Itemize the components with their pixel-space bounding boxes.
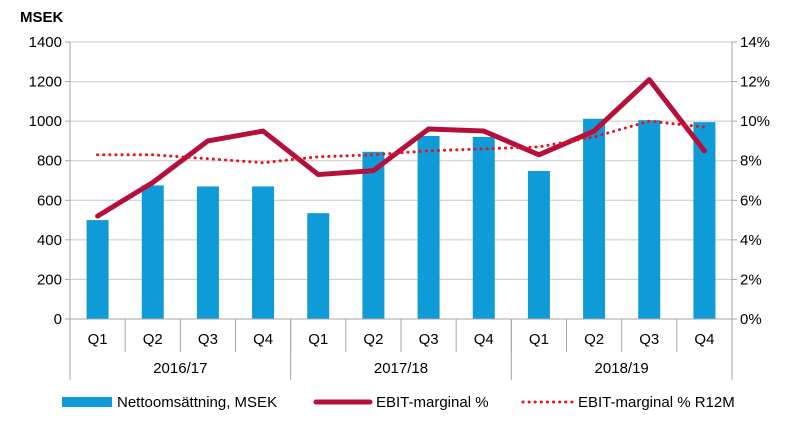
y-left-tick-label: 400	[37, 232, 62, 249]
x-tick-label: Q4	[694, 331, 714, 348]
x-tick-label: Q4	[253, 331, 273, 348]
bar-nettoomsattning	[252, 186, 275, 319]
x-group-label: 2016/17	[153, 360, 207, 377]
x-tick-label: Q1	[88, 331, 108, 348]
legend-label-bars: Nettoomsättning, MSEK	[117, 394, 277, 411]
y-right-tick-label: 14%	[740, 34, 770, 51]
bar-nettoomsattning	[417, 135, 440, 319]
x-tick-label: Q2	[584, 331, 604, 348]
bar-nettoomsattning	[583, 118, 606, 319]
y-left-tick-label: 800	[37, 153, 62, 170]
x-tick-label: Q1	[308, 331, 328, 348]
y-right-tick-label: 8%	[740, 153, 762, 170]
bar-nettoomsattning	[362, 151, 385, 319]
y-left-tick-label: 1200	[29, 74, 62, 91]
y-right-tick-label: 2%	[740, 271, 762, 288]
y-right-tick-label: 12%	[740, 74, 770, 91]
x-tick-label: Q4	[474, 331, 494, 348]
bar-nettoomsattning	[693, 122, 716, 319]
line-ebit-marginal	[95, 77, 707, 219]
line-ebit-marginal-r12m	[96, 119, 706, 165]
x-group-label: 2017/18	[374, 360, 428, 377]
bar-nettoomsattning	[141, 185, 164, 319]
y-right-tick-label: 6%	[740, 192, 762, 209]
x-tick-label: Q3	[419, 331, 439, 348]
bar-nettoomsattning	[307, 213, 330, 319]
y-right-tick-label: 4%	[740, 232, 762, 249]
y-right-tick-label: 0%	[740, 311, 762, 328]
x-group-label: 2018/19	[595, 360, 649, 377]
y-right-tick-label: 10%	[740, 113, 770, 130]
y-left-tick-label: 600	[37, 192, 62, 209]
bar-nettoomsattning	[472, 136, 495, 319]
bar-nettoomsattning	[196, 186, 219, 319]
bar-nettoomsattning	[638, 120, 661, 320]
bar-nettoomsattning	[527, 171, 550, 319]
y-left-tick-label: 0	[54, 311, 62, 328]
y-left-tick-label: 1000	[29, 113, 62, 130]
y-left-tick-label: 200	[37, 271, 62, 288]
y-left-tick-label: 1400	[29, 34, 62, 51]
x-tick-label: Q1	[529, 331, 549, 348]
legend-label-line: EBIT-marginal %	[376, 394, 489, 411]
bar-nettoomsattning	[86, 220, 109, 319]
x-tick-label: Q2	[143, 331, 163, 348]
x-tick-label: Q3	[198, 331, 218, 348]
legend-swatch-bars	[62, 397, 112, 407]
x-tick-label: Q2	[363, 331, 383, 348]
x-tick-label: Q3	[639, 331, 659, 348]
legend-label-dotted: EBIT-marginal % R12M	[578, 394, 735, 411]
unit-label: MSEK	[20, 9, 64, 26]
